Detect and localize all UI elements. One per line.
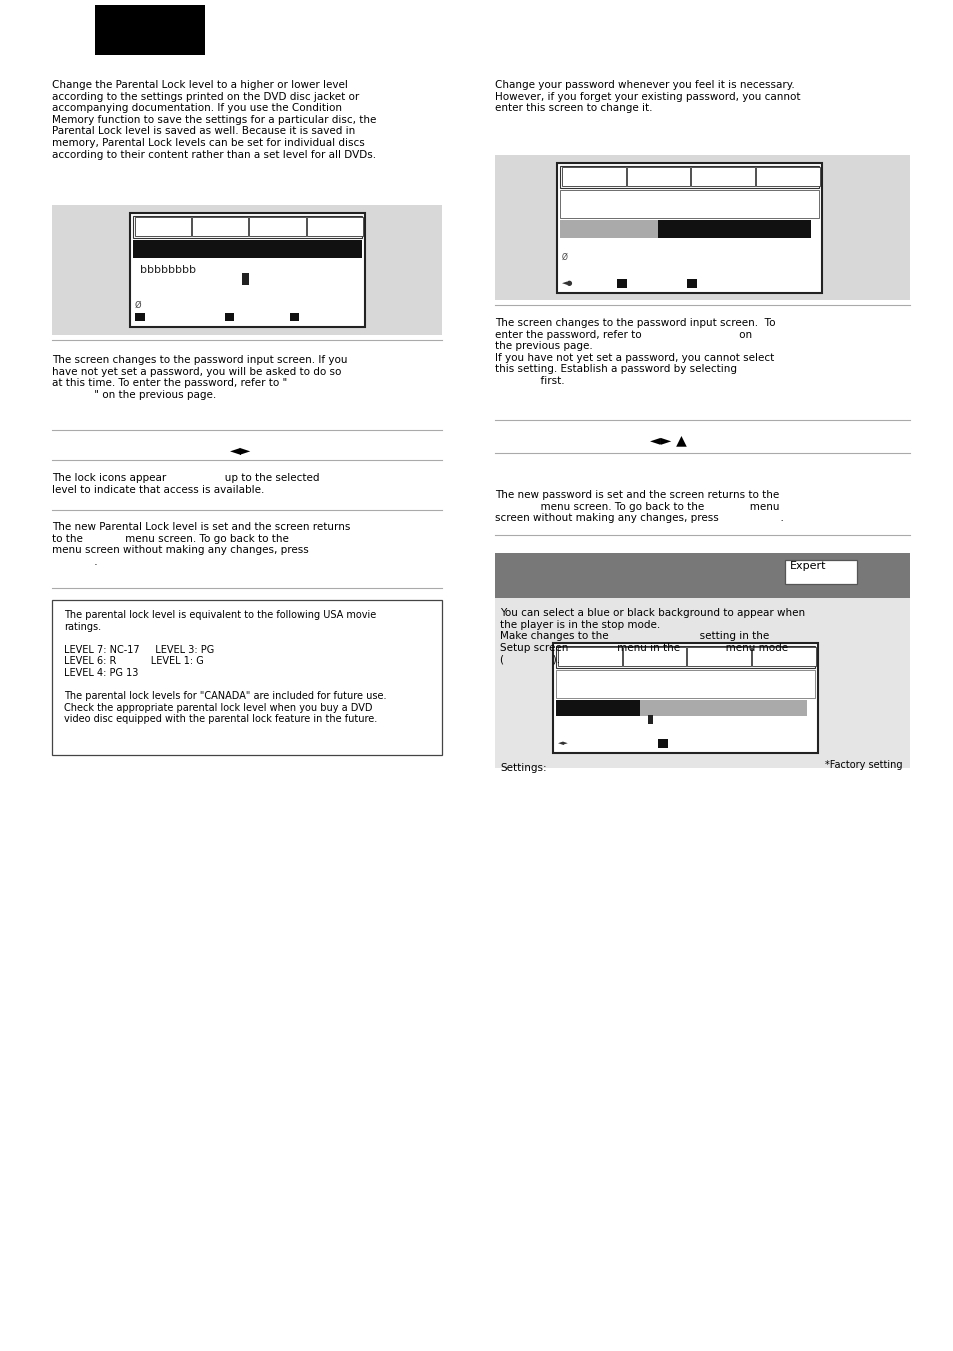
Bar (558, 647, 621, 666)
Bar (495, 598, 909, 767)
Bar (687, 647, 750, 666)
Text: ◄► ▲: ◄► ▲ (649, 434, 686, 447)
Text: Change the Parental Lock level to a higher or lower level
according to the setti: Change the Parental Lock level to a high… (52, 80, 376, 159)
Text: Expert: Expert (789, 561, 825, 571)
Bar (617, 280, 626, 288)
Bar (495, 553, 909, 598)
Bar (135, 313, 145, 322)
Text: ◄►: ◄► (558, 740, 568, 746)
Bar (658, 739, 667, 748)
Bar (691, 168, 755, 186)
Bar (556, 700, 675, 716)
Bar (225, 313, 233, 322)
Text: ◄►: ◄► (230, 443, 251, 457)
Bar (52, 205, 441, 335)
Bar (95, 5, 205, 55)
Text: The screen changes to the password input screen.  To
enter the password, refer t: The screen changes to the password input… (495, 317, 775, 386)
Bar (130, 213, 365, 327)
Bar (557, 163, 821, 293)
Bar (250, 218, 305, 236)
Bar (242, 273, 249, 285)
Bar (290, 313, 298, 322)
Bar (193, 218, 248, 236)
Bar (132, 216, 361, 238)
Bar (559, 166, 818, 188)
Text: The screen changes to the password input screen. If you
have not yet set a passw: The screen changes to the password input… (52, 355, 347, 400)
Bar (556, 670, 814, 698)
Bar (135, 218, 191, 236)
Text: bbbbbbbb: bbbbbbbb (140, 265, 195, 276)
Bar (495, 155, 909, 300)
Text: The new password is set and the screen returns to the
              menu screen.: The new password is set and the screen r… (495, 490, 783, 523)
Text: Change your password whenever you feel it is necessary.
However, if you forget y: Change your password whenever you feel i… (495, 80, 800, 113)
Bar (307, 218, 363, 236)
Bar (553, 643, 817, 753)
Text: Ø: Ø (135, 301, 141, 309)
Bar (132, 240, 361, 258)
Bar (686, 280, 697, 288)
Text: Settings:: Settings: (499, 763, 546, 773)
Text: You can select a blue or black background to appear when
the player is in the st: You can select a blue or black backgroun… (499, 608, 804, 665)
Bar (559, 220, 692, 238)
Bar (622, 647, 686, 666)
Bar (639, 700, 806, 716)
Text: *Factory setting: *Factory setting (824, 761, 902, 770)
Text: Ø: Ø (561, 253, 567, 262)
Bar (561, 168, 625, 186)
Bar (556, 646, 814, 667)
Bar (52, 600, 441, 755)
Text: The new Parental Lock level is set and the screen returns
to the             men: The new Parental Lock level is set and t… (52, 521, 350, 567)
Bar (784, 561, 856, 584)
Bar (756, 168, 820, 186)
Bar (657, 220, 811, 238)
Bar (647, 715, 652, 724)
Text: ●: ● (135, 315, 141, 322)
Bar (752, 647, 815, 666)
Text: ◄●: ◄● (561, 280, 573, 286)
Text: The lock icons appear                  up to the selected
level to indicate that: The lock icons appear up to the selected… (52, 473, 319, 494)
Bar (559, 190, 818, 218)
Bar (626, 168, 690, 186)
Text: The parental lock level is equivalent to the following USA movie
ratings.

LEVEL: The parental lock level is equivalent to… (64, 611, 386, 724)
